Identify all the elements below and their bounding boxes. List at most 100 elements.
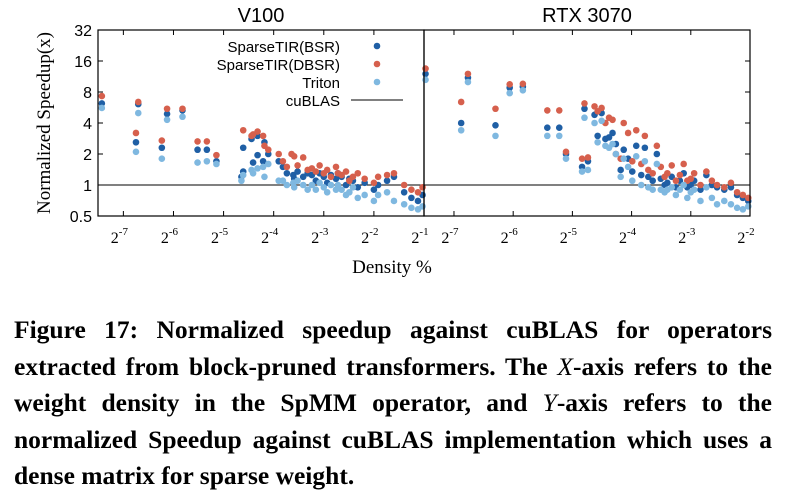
data-point [132,148,140,156]
data-point [249,159,257,166]
data-point [327,181,335,189]
x-tick-exponent: -1 [419,226,428,238]
data-point [697,186,704,194]
data-point [400,188,408,196]
data-point [713,200,721,208]
data-point [299,181,307,189]
data-point [179,113,186,121]
data-point [239,126,247,134]
data-point [649,169,656,177]
data-point [457,98,465,106]
data-point [254,151,261,159]
data-point [259,132,267,140]
figure-caption: Figure 17: Normalized speedup against cu… [14,312,772,495]
caption-y-var: Y [542,388,557,417]
data-point [354,194,362,202]
x-tick-label: 2-6 [161,226,179,247]
data-point [332,175,340,183]
data-point [506,89,513,97]
data-point [594,138,601,146]
data-point [283,163,291,171]
data-point [259,163,267,171]
data-point [653,160,661,168]
data-point [414,197,422,205]
data-point [158,144,166,152]
data-point [598,117,605,125]
data-point [598,104,605,112]
data-point [346,188,353,196]
data-point [299,173,307,181]
data-point [591,103,598,110]
data-point [163,105,171,113]
chart-panel-1: V100 32 16 8 4 2 1 0.5 Normalized Speedup(x) 2-7 2… [34,5,750,247]
series-sparsetir-bsr- [98,100,426,205]
data-point [239,144,247,152]
data-point [727,200,735,208]
data-point [720,183,728,191]
data-point [290,183,298,191]
data-point [581,114,588,122]
data-point [349,183,357,191]
y-tick-label: 2 [83,147,92,164]
data-point [668,173,676,181]
data-point [708,194,716,202]
data-point [457,126,465,134]
legend-label: Triton [302,75,340,92]
x-tick-exponent: -5 [568,226,578,238]
series-triton [422,76,752,213]
data-point [264,160,272,168]
data-point [739,206,747,213]
data-point [203,157,211,165]
data-point [422,65,429,72]
data-point [628,168,636,175]
data-point [578,155,586,163]
data-point [641,157,649,165]
legend-marker [373,78,381,86]
x-tick-label: 2-4 [619,226,637,247]
data-point [414,188,422,196]
data-point [641,132,649,140]
data-point [492,105,499,113]
legend: SparseTIR(BSR)SparseTIR(DBSR)TritoncuBLA… [217,39,403,110]
data-point [383,177,391,185]
data-point [676,171,684,179]
x-tick-exponent: -2 [369,226,378,238]
y-tick-label: 0.5 [70,209,92,226]
data-point [644,173,652,181]
data-point [374,173,382,181]
data-point [676,186,684,194]
data-point [703,168,710,175]
data-point [641,144,649,152]
data-point [609,140,616,148]
data-point [690,169,698,177]
data-point [390,197,398,205]
data-point [555,107,563,114]
data-point [254,165,261,172]
legend-marker [373,42,381,50]
data-point [624,163,632,171]
legend-label: SparseTIR(BSR) [227,39,340,56]
data-point [349,173,357,181]
data-point [668,183,676,191]
data-point [332,163,340,171]
data-point [519,80,527,88]
data-point [464,78,472,86]
data-point [506,81,513,88]
data-point [672,191,680,199]
data-point [203,146,211,154]
x-tick-exponent: -4 [627,226,637,238]
data-point [605,134,613,141]
data-point [578,168,586,175]
data-point [338,186,345,194]
legend-marker [373,60,381,68]
data-point [312,168,320,175]
data-point [739,191,747,199]
x-tick-exponent: -6 [169,226,179,238]
data-point [383,171,391,179]
x-tick-label: 2-7 [441,226,459,247]
data-point [374,191,382,199]
data-point [279,157,287,165]
data-point [733,188,741,196]
data-point [98,100,106,107]
data-point [544,107,551,114]
